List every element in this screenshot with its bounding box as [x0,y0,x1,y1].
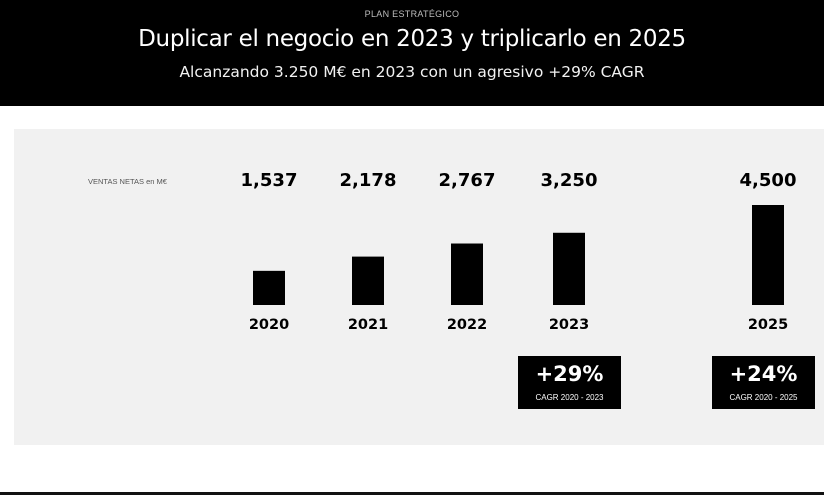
sales-bar-chart: VENTAS NETAS en M€ 1,537 2020 2,178 2021 2,76… [88,170,797,333]
slide-title: Duplicar el negocio en 2023 y triplicarl… [138,26,686,52]
cagr-label-2023: CAGR 2020 - 2023 [535,393,604,402]
cagr-box-2023: +29% CAGR 2020 - 2023 [518,356,621,409]
value-label-2021: 2,178 [340,170,397,191]
bottom-rule [0,492,824,495]
year-label-2022: 2022 [447,317,487,333]
cagr-box-2025: +24% CAGR 2020 - 2025 [712,356,815,409]
bar-2025 [752,205,784,305]
bar-2020 [253,270,285,305]
bar-2023 [553,232,585,305]
header-banner: PLAN ESTRATÉGICO Duplicar el negocio en … [0,0,824,106]
slide-subtitle: Alcanzando 3.250 M€ en 2023 con un agres… [179,63,645,81]
cagr-label-2025: CAGR 2020 - 2025 [729,393,798,402]
chart-panel: VENTAS NETAS en M€ 1,537 2020 2,178 2021 2,76… [14,129,824,445]
year-label-2023: 2023 [549,317,589,333]
value-label-2025: 4,500 [740,170,797,191]
cagr-value-2025: +24% [729,362,798,386]
year-label-2021: 2021 [348,317,388,333]
value-label-2023: 3,250 [541,170,598,191]
metric-label: VENTAS NETAS en M€ [88,177,168,186]
year-label-2020: 2020 [249,317,289,333]
value-label-2020: 1,537 [241,170,298,191]
section-kicker: PLAN ESTRATÉGICO [364,9,460,19]
cagr-value-2023: +29% [535,362,604,386]
bar-2021 [352,256,384,305]
year-label-2025: 2025 [748,317,788,333]
value-label-2022: 2,767 [439,170,496,191]
bar-2022 [451,243,483,305]
